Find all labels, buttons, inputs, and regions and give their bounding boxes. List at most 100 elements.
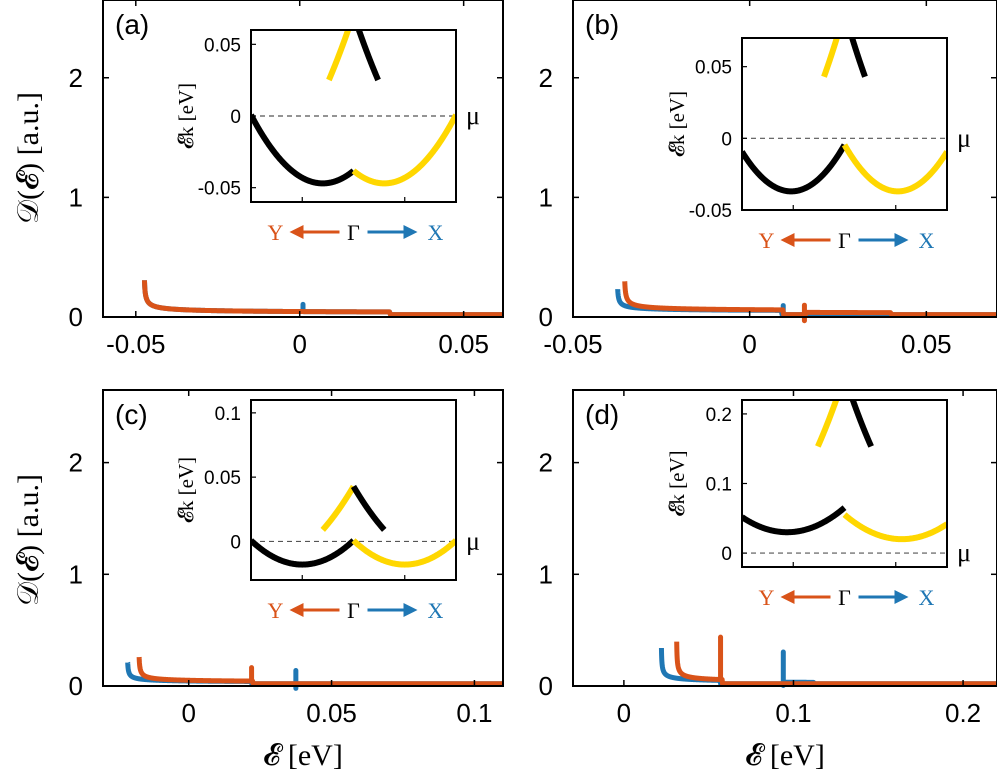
inset-y-axis-label: 𝓔k [eV]	[174, 83, 198, 149]
y-axis-label-bottom: 𝒟(𝓔) [a.u.]	[12, 474, 45, 606]
band-yellow-3	[351, 538, 456, 568]
arrow-right-head-icon	[403, 225, 418, 239]
panel-label: (c)	[115, 399, 148, 430]
y-tick-label: 0	[539, 671, 553, 701]
y-tick-label: 2	[539, 448, 553, 478]
band-black-0	[251, 538, 356, 568]
inset-y-tick-label: 0	[230, 107, 241, 128]
panel-frame	[572, 389, 997, 687]
panel-frame	[102, 0, 504, 318]
inset-y-tick-label: -0.05	[198, 179, 241, 200]
inset-y-tick-label: 0.05	[695, 58, 732, 79]
x-tick-label: 0	[292, 329, 306, 359]
dos-series-orange	[674, 639, 997, 687]
mu-label: μ	[466, 526, 480, 555]
direction-label-x: X	[919, 228, 935, 253]
inset-y-tick-label: 0.05	[204, 468, 241, 489]
dos-series-orange	[622, 278, 997, 318]
direction-label-y: Y	[759, 228, 775, 253]
inset-y-tick-label: -0.05	[689, 201, 732, 222]
direction-label-gamma: Γ	[838, 228, 851, 253]
arrow-right-head-icon	[894, 233, 909, 247]
band-yellow-1	[326, 30, 352, 82]
y-tick-label: 1	[539, 559, 553, 589]
band-black-0	[742, 143, 848, 195]
band-black-2	[355, 30, 381, 82]
direction-label-gamma: Γ	[347, 220, 360, 245]
inset-frame	[250, 399, 457, 581]
y-tick-label: 0	[69, 302, 83, 332]
inset-y-axis-label: 𝓔k [eV]	[174, 457, 198, 523]
dos-series-orange	[136, 654, 505, 687]
inset-y-axis-label: 𝓔k [eV]	[665, 450, 689, 516]
band-black-2	[849, 38, 868, 78]
band-yellow-1	[815, 400, 840, 448]
y-tick-label: 1	[69, 559, 83, 589]
x-tick-label: 0.05	[901, 329, 952, 359]
x-tick-label: -0.05	[543, 329, 602, 359]
direction-label-y: Y	[268, 220, 284, 245]
inset-band-structure: -0.05 0 0.05 𝓔k [eV] μ Y Γ X	[174, 29, 480, 245]
panel-label: (a)	[115, 9, 149, 40]
inset-y-tick-label: 0	[230, 532, 241, 553]
y-tick-label: 1	[69, 182, 83, 212]
panel-d: 0 0.1 0.2 0 1 2 (d) 0 0.1 0.2 𝓔k [eV] μ Y Γ X	[539, 389, 997, 728]
direction-label-gamma: Γ	[838, 585, 851, 610]
x-tick-label: -0.05	[106, 329, 165, 359]
y-tick-label: 0	[539, 302, 553, 332]
band-black-0	[742, 505, 847, 536]
band-black-2	[849, 400, 874, 448]
x-axis-label-left: 𝓔 [eV]	[263, 739, 343, 772]
direction-label-x: X	[428, 598, 444, 623]
y-tick-label: 2	[539, 63, 553, 93]
band-yellow-1	[821, 38, 840, 78]
inset-y-tick-label: 0.05	[204, 35, 241, 56]
x-tick-label: 0	[742, 329, 756, 359]
panel-frame	[102, 389, 504, 687]
y-tick-label: 1	[539, 182, 553, 212]
band-yellow-1	[320, 484, 357, 532]
inset-y-tick-label: 0	[721, 544, 732, 565]
direction-label-gamma: Γ	[347, 598, 360, 623]
inset-band-structure: -0.05 0 0.05 𝓔k [eV] μ Y Γ X	[665, 37, 971, 253]
x-tick-label: 0	[617, 698, 631, 728]
band-black-0	[251, 113, 356, 187]
inset-y-tick-label: 0.1	[706, 475, 732, 496]
mu-label: μ	[466, 101, 480, 130]
panel-label: (d)	[585, 399, 619, 430]
inset-background	[742, 38, 947, 210]
band-yellow-3	[842, 512, 947, 543]
panel-a: -0.05 0 0.05 0 1 2 (a) -0.05 0 0.05 𝓔k [eV] μ Y Γ X	[69, 0, 505, 359]
direction-label-y: Y	[759, 585, 775, 610]
direction-label-x: X	[428, 220, 444, 245]
dos-series-orange	[141, 277, 505, 318]
inset-band-structure: 0 0.1 0.2 𝓔k [eV] μ Y Γ X	[665, 399, 971, 610]
inset-y-axis-label: 𝓔k [eV]	[665, 91, 689, 157]
y-axis-label-top: 𝒟(𝓔) [a.u.]	[12, 92, 45, 224]
inset-y-tick-label: 0	[721, 129, 732, 150]
panel-label: (b)	[585, 9, 619, 40]
y-tick-label: 2	[69, 448, 83, 478]
x-tick-label: 0.1	[456, 698, 492, 728]
direction-label-x: X	[919, 585, 935, 610]
arrow-left-head-icon	[289, 603, 304, 617]
inset-background	[742, 400, 947, 567]
mu-label: μ	[957, 538, 971, 567]
y-tick-label: 0	[69, 671, 83, 701]
panel-c: 0 0.05 0.1 0 1 2 (c) 0 0.05 0.1 𝓔k [eV] μ Y Γ X	[69, 389, 505, 728]
inset-y-tick-label: 0.1	[215, 404, 241, 425]
arrow-left-head-icon	[780, 590, 795, 604]
arrow-left-head-icon	[780, 233, 795, 247]
panel-frame	[572, 0, 997, 318]
x-tick-label: 0.1	[775, 698, 811, 728]
band-yellow-3	[351, 113, 456, 187]
mu-label: μ	[957, 123, 971, 152]
y-tick-label: 2	[69, 63, 83, 93]
x-axis-label-right: 𝓔 [eV]	[745, 739, 825, 772]
arrow-right-head-icon	[894, 590, 909, 604]
x-tick-label: 0.05	[438, 329, 489, 359]
inset-frame	[741, 37, 948, 211]
inset-band-structure: 0 0.05 0.1 𝓔k [eV] μ Y Γ X	[174, 399, 480, 623]
